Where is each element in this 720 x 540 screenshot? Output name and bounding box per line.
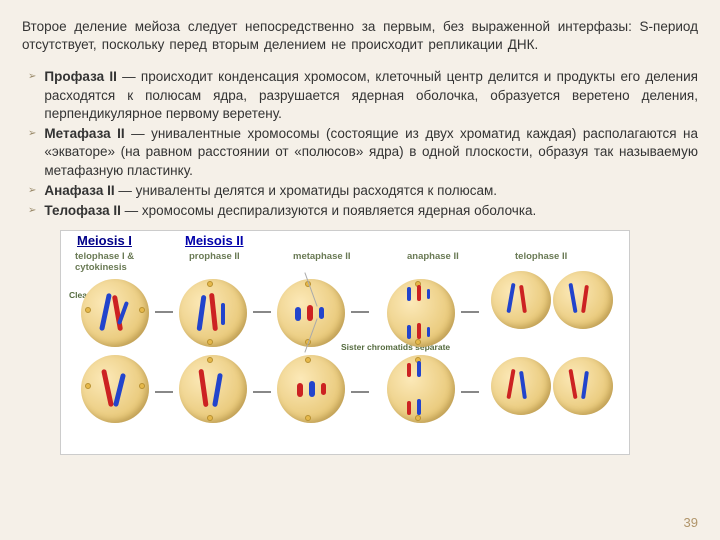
- cell-icon: [81, 279, 149, 347]
- cell-icon: [387, 279, 455, 347]
- bullet-text: Телофаза II — хромосомы деспирализуются …: [44, 202, 698, 220]
- cell-icon: [491, 357, 551, 415]
- bullet-list: ➢ Профаза II — происходит конденсация хр…: [28, 68, 698, 220]
- cell-icon: [81, 355, 149, 423]
- cell-icon: [553, 271, 613, 329]
- intro-text: Второе деление мейоза следует непосредст…: [22, 18, 698, 54]
- chevron-icon: ➢: [28, 128, 36, 139]
- diagram-heading-2: Meisois II: [185, 233, 244, 248]
- bullet-text: Метафаза II — унивалентные хромосомы (со…: [44, 125, 698, 180]
- phase-label: prophase II: [189, 251, 240, 262]
- cell-icon: [387, 355, 455, 423]
- bullet-text: Профаза II — происходит конденсация хром…: [44, 68, 698, 123]
- cell-icon: [553, 357, 613, 415]
- phase-label: telophase II: [515, 251, 567, 262]
- sister-label: Sister chromatids separate: [341, 343, 450, 352]
- bullet-text: Анафаза II — униваленты делятся и хромат…: [44, 182, 698, 200]
- cell-icon: [491, 271, 551, 329]
- chevron-icon: ➢: [28, 71, 36, 82]
- bullet-item: ➢ Профаза II — происходит конденсация хр…: [28, 68, 698, 123]
- phase-label: anaphase II: [407, 251, 459, 262]
- chevron-icon: ➢: [28, 185, 36, 196]
- phase-label: telophase I & cytokinesis: [75, 251, 155, 273]
- cell-icon: [179, 355, 247, 423]
- page-number: 39: [684, 515, 698, 530]
- phase-label: metaphase II: [293, 251, 351, 262]
- bullet-item: ➢ Анафаза II — униваленты делятся и хром…: [28, 182, 698, 200]
- bullet-item: ➢ Телофаза II — хромосомы деспирализуютс…: [28, 202, 698, 220]
- cell-icon: [179, 279, 247, 347]
- meiosis-diagram: Meiosis I Meisois II telophase I & cytok…: [60, 230, 630, 455]
- diagram-heading-1: Meiosis I: [77, 233, 132, 248]
- cell-icon: [277, 279, 345, 347]
- cell-icon: [277, 355, 345, 423]
- bullet-item: ➢ Метафаза II — унивалентные хромосомы (…: [28, 125, 698, 180]
- chevron-icon: ➢: [28, 205, 36, 216]
